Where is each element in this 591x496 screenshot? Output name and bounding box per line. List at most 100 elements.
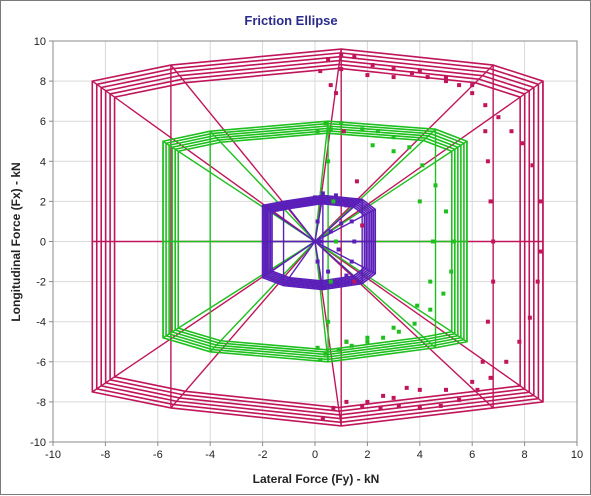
point-outer-25: [438, 403, 443, 408]
spoke-inner-7: [314, 241, 324, 290]
point-middle-18: [349, 343, 354, 348]
ellipse-layer: [91, 48, 544, 427]
spoke-inner-2: [314, 195, 324, 242]
point-outer-29: [360, 403, 365, 408]
point-middle-4: [375, 129, 380, 134]
y-tick-label: -6: [36, 357, 46, 369]
point-middle-9: [444, 209, 448, 214]
point-outer-46: [470, 379, 475, 384]
point-outer-56: [333, 91, 338, 96]
point-inner-13: [315, 219, 320, 224]
point-middle-27: [370, 143, 375, 148]
point-outer-34: [365, 73, 370, 78]
spoke-inner-8: [282, 241, 316, 287]
x-tick-label: 10: [571, 449, 583, 461]
point-inner-11: [315, 259, 320, 264]
point-outer-20: [517, 339, 522, 344]
point-middle-6: [407, 145, 412, 150]
point-outer-24: [457, 397, 462, 402]
spoke-outer-1: [170, 64, 316, 242]
x-tick-label: 8: [522, 449, 528, 461]
y-tick-label: 0: [40, 237, 46, 249]
point-outer-43: [491, 279, 496, 284]
point-outer-19: [527, 315, 532, 320]
point-outer-36: [417, 69, 422, 74]
point-outer-0: [318, 69, 323, 74]
point-inner-8: [333, 281, 338, 286]
y-axis-label: Longitudinal Force (Fx) - kN: [9, 162, 23, 321]
spoke-middle-8: [209, 241, 316, 353]
point-outer-47: [444, 387, 448, 392]
point-outer-42: [491, 239, 496, 244]
point-outer-37: [444, 75, 448, 80]
spoke-middle-5: [314, 240, 468, 343]
point-inner-5: [352, 239, 357, 244]
point-outer-53: [360, 223, 365, 228]
y-tick-label: -4: [36, 317, 46, 329]
point-middle-22: [326, 319, 331, 324]
point-middle-25: [331, 199, 336, 204]
y-tick-label: -2: [36, 277, 46, 289]
axis-layer: [49, 40, 578, 446]
point-middle-11: [449, 269, 454, 274]
x-tick-label: -2: [258, 449, 268, 461]
point-middle-24: [333, 239, 338, 244]
point-outer-57: [328, 83, 333, 88]
point-outer-49: [391, 395, 396, 400]
point-outer-31: [331, 405, 336, 410]
point-middle-14: [412, 321, 417, 326]
point-middle-35: [344, 339, 349, 344]
x-tick-label: -8: [101, 449, 111, 461]
point-middle-10: [451, 239, 456, 244]
point-middle-3: [360, 127, 365, 132]
x-tick-label: 6: [469, 449, 475, 461]
point-inner-17: [326, 269, 331, 274]
point-outer-55: [341, 129, 346, 134]
point-outer-4: [370, 63, 375, 68]
y-tick-label: -8: [36, 397, 46, 409]
point-outer-21: [504, 359, 509, 364]
spoke-inner-5: [314, 240, 376, 275]
point-middle-21: [315, 345, 320, 350]
point-outer-16: [538, 199, 543, 204]
point-middle-12: [441, 291, 446, 296]
y-tick-label: 8: [40, 76, 46, 88]
point-middle-29: [417, 199, 422, 204]
point-outer-18: [535, 279, 540, 284]
spoke-outer-6: [314, 240, 494, 409]
point-outer-39: [483, 129, 488, 134]
point-outer-3: [352, 55, 357, 60]
point-inner-2: [333, 193, 338, 198]
spoke-outer-3: [314, 64, 494, 242]
point-middle-8: [433, 183, 438, 188]
point-middle-23: [328, 279, 333, 284]
point-outer-10: [470, 91, 475, 96]
point-outer-11: [483, 103, 488, 108]
y-tick-label: 10: [34, 36, 46, 48]
spoke-outer-0: [91, 80, 316, 243]
point-outer-35: [391, 75, 396, 80]
point-outer-50: [365, 399, 370, 404]
spoke-middle-4: [314, 140, 468, 243]
point-outer-23: [475, 387, 480, 392]
point-outer-26: [417, 405, 422, 410]
point-inner-4: [349, 219, 354, 224]
point-outer-5: [391, 67, 396, 72]
spoke-inner-1: [283, 200, 316, 242]
spoke-inner-9: [262, 240, 316, 279]
y-tick-label: -10: [30, 437, 46, 449]
point-outer-45: [480, 359, 485, 364]
point-inner-15: [336, 247, 341, 252]
point-middle-2: [339, 121, 344, 126]
point-inner-7: [344, 273, 349, 278]
point-outer-13: [509, 129, 514, 134]
point-outer-48: [417, 387, 422, 392]
point-outer-9: [457, 83, 462, 88]
point-outer-14: [519, 141, 524, 146]
point-middle-28: [391, 149, 396, 154]
point-middle-20: [323, 351, 328, 356]
point-middle-34: [365, 335, 370, 340]
point-outer-27: [396, 403, 401, 408]
